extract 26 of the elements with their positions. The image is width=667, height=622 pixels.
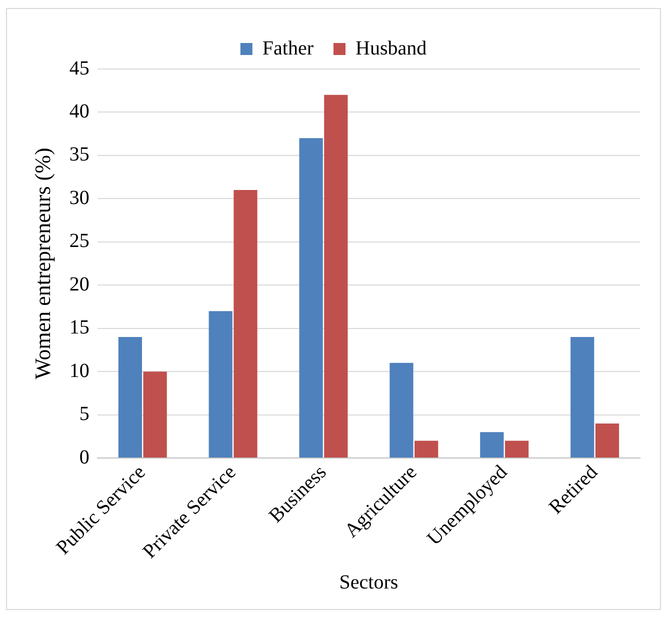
bar xyxy=(118,337,142,458)
y-tick-label: 5 xyxy=(79,403,90,426)
y-tick-label: 25 xyxy=(69,230,90,252)
bar xyxy=(504,440,529,458)
bar xyxy=(299,138,323,458)
legend-label: Father xyxy=(262,37,314,60)
bar xyxy=(143,372,167,458)
y-tick-label: 0 xyxy=(79,446,90,468)
bar xyxy=(414,440,438,458)
y-axis-title: Women entrepreneurs (%) xyxy=(30,148,55,380)
bar xyxy=(570,337,594,458)
y-tick-label: 40 xyxy=(69,100,90,122)
x-axis-title: Sectors xyxy=(339,571,398,594)
y-tick-label: 35 xyxy=(69,144,90,166)
legend-label: Husband xyxy=(355,37,427,60)
y-tick-label: 15 xyxy=(69,316,90,339)
bar xyxy=(324,94,348,458)
bar xyxy=(234,190,258,458)
y-tick-label: 30 xyxy=(69,186,90,209)
bar xyxy=(390,362,414,458)
bar xyxy=(595,423,620,458)
y-tick-label: 10 xyxy=(69,360,90,382)
y-tick-label: 45 xyxy=(69,57,90,80)
y-tick-label: 20 xyxy=(69,273,90,296)
bar xyxy=(208,311,232,458)
bar xyxy=(480,432,504,458)
